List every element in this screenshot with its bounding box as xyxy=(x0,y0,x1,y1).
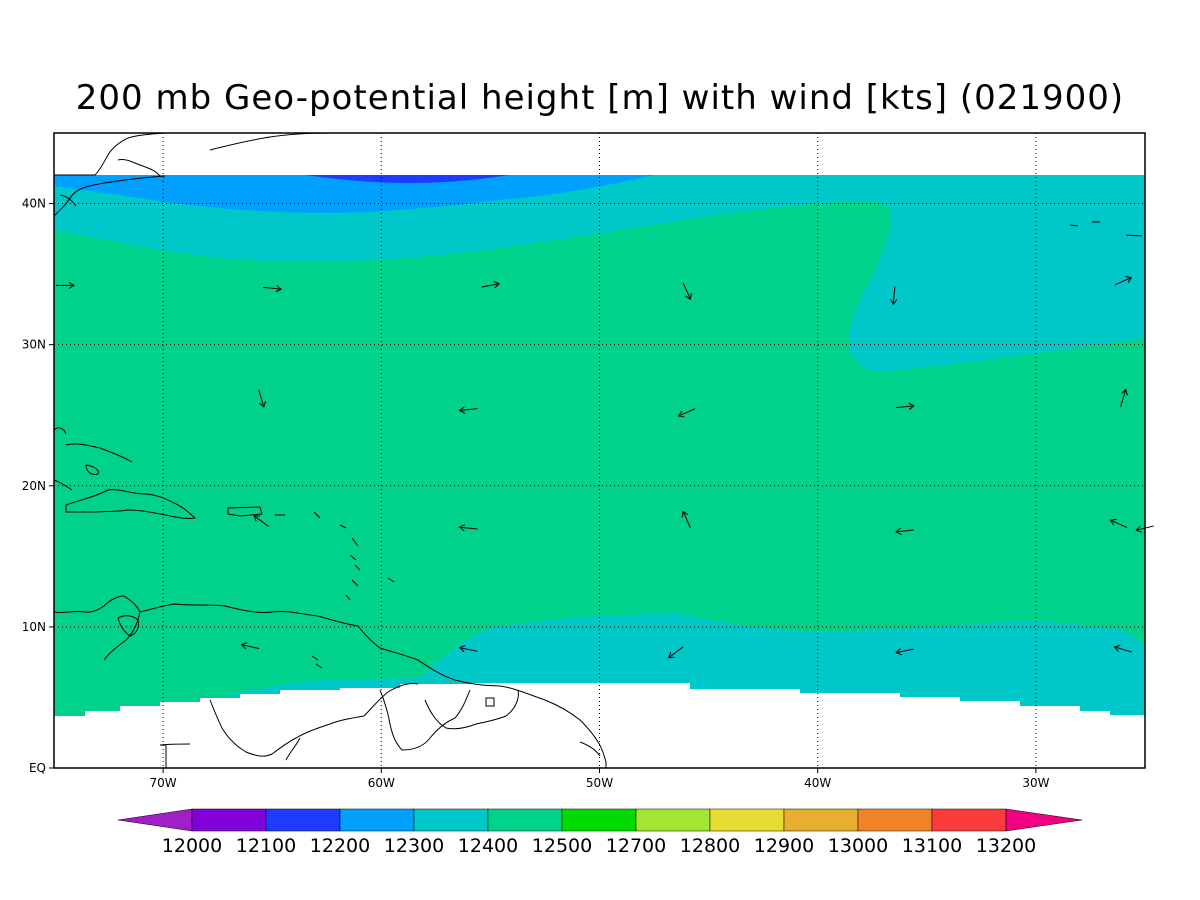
colorbar-max-triangle xyxy=(1005,808,1083,832)
wind-arrow xyxy=(253,515,269,527)
colorbar-label: 13100 xyxy=(902,835,962,857)
wind-arrow xyxy=(240,642,260,650)
colorbar-label: 12900 xyxy=(754,835,814,857)
wind-arrow xyxy=(890,286,898,306)
wind-arrow xyxy=(681,510,691,529)
wind-arrow xyxy=(682,282,692,301)
colorbar-swatch xyxy=(339,808,415,832)
wind-arrow xyxy=(667,646,684,659)
colorbar-label: 12700 xyxy=(606,835,666,857)
lon-label: 30W xyxy=(1022,776,1049,790)
wind-arrow xyxy=(677,408,696,418)
colorbar-label: 13000 xyxy=(828,835,888,857)
colorbar-swatch xyxy=(635,808,711,832)
colorbar-label: 12500 xyxy=(532,835,592,857)
wind-arrow xyxy=(458,645,478,653)
colorbar-swatch xyxy=(487,808,563,832)
wind-arrow xyxy=(1113,644,1132,653)
wind-arrow xyxy=(895,648,914,656)
colorbar-swatch xyxy=(931,808,1007,832)
colorbar-label: 12400 xyxy=(458,835,518,857)
lat-label: 40N xyxy=(22,197,46,211)
lat-label: 20N xyxy=(22,479,46,493)
colorbar-label: 13200 xyxy=(976,835,1036,857)
lon-label: 70W xyxy=(150,776,177,790)
colorbar-swatch xyxy=(191,808,267,832)
colorbar-swatch xyxy=(413,808,489,832)
colorbar-swatch xyxy=(709,808,785,832)
colorbar-label: 12100 xyxy=(236,835,296,857)
lon-label: 40W xyxy=(804,776,831,790)
wind-arrow xyxy=(895,402,915,410)
lon-label: 50W xyxy=(586,776,613,790)
wind-arrow xyxy=(481,281,501,289)
colorbar xyxy=(117,808,1083,832)
height-field xyxy=(54,175,1145,768)
longitude-labels: 70W 60W 50W 40W 30W xyxy=(150,768,1050,790)
colorbar-label: 12300 xyxy=(384,835,444,857)
lat-label: EQ xyxy=(29,761,46,775)
chart-title: 200 mb Geo-potential height [m] with win… xyxy=(75,78,1125,118)
lat-label: 10N xyxy=(22,620,46,634)
colorbar-swatch xyxy=(265,808,341,832)
wind-arrow xyxy=(895,527,914,535)
wind-arrow xyxy=(1120,388,1128,408)
colorbar-label: 12000 xyxy=(162,835,222,857)
colorbar-swatch xyxy=(561,808,637,832)
colorbar-label: 12200 xyxy=(310,835,370,857)
colorbar-min-triangle xyxy=(117,808,193,832)
latitude-labels: EQ 10N 20N 30N 40N xyxy=(22,197,54,775)
coastlines xyxy=(54,133,1143,768)
wind-arrow xyxy=(55,281,75,290)
lat-label: 30N xyxy=(22,338,46,352)
field-12400-north xyxy=(54,175,1145,372)
wind-arrow xyxy=(458,524,478,532)
wind-arrow xyxy=(458,406,478,414)
field-12300-north xyxy=(54,175,655,213)
wind-arrow xyxy=(258,389,266,408)
colorbar-labels: 12000 12100 12200 12300 12400 12500 12700 12800… xyxy=(162,835,1036,857)
wind-arrow xyxy=(1109,518,1128,528)
lon-label: 60W xyxy=(368,776,395,790)
colorbar-swatch xyxy=(783,808,859,832)
wind-arrow xyxy=(263,285,283,293)
field-12200-north xyxy=(305,175,510,183)
colorbar-label: 12800 xyxy=(680,835,740,857)
wind-arrow xyxy=(1114,276,1133,286)
wind-vectors xyxy=(55,276,1154,659)
colorbar-swatch xyxy=(857,808,933,832)
